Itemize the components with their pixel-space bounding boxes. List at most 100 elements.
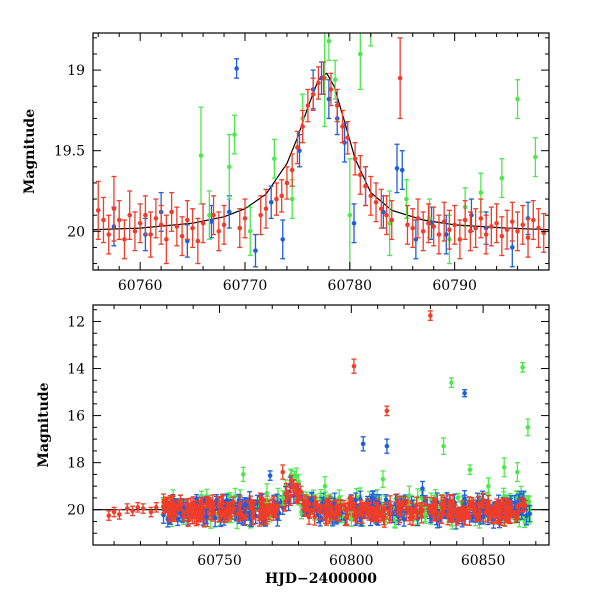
band-point-red — [239, 510, 245, 520]
data-point-red — [415, 198, 421, 239]
data-point-red — [457, 219, 463, 260]
band-point-red — [484, 500, 490, 512]
data-point-blue — [203, 509, 209, 525]
data-point-red — [280, 464, 286, 480]
data-point-blue — [309, 492, 315, 509]
band-point-red — [302, 500, 308, 516]
data-point-red — [179, 216, 185, 257]
y-tick-label: 18 — [67, 456, 85, 472]
data-point-red — [321, 61, 327, 95]
data-point-blue — [243, 497, 249, 513]
data-point-red — [530, 200, 536, 241]
data-point-green — [280, 490, 286, 506]
data-point-red — [237, 208, 243, 249]
data-point-blue — [326, 79, 332, 120]
data-point-blue — [394, 143, 400, 194]
data-point-green — [448, 377, 454, 389]
band-point-red — [404, 499, 410, 515]
data-point-red — [452, 204, 458, 245]
data-point-blue — [234, 58, 240, 79]
data-point-red — [404, 204, 410, 245]
data-point-green — [380, 470, 386, 489]
data-point-red — [520, 497, 526, 513]
band-point-red — [184, 499, 190, 513]
data-point-red — [111, 506, 117, 518]
y-tick-label: 16 — [67, 409, 85, 425]
data-point-red — [368, 175, 374, 216]
data-point-red — [431, 206, 437, 247]
data-point-red — [124, 503, 130, 514]
axes-frame — [92, 32, 550, 271]
x-axis-label: HJD−2400000 — [265, 571, 377, 587]
band-point-red — [337, 499, 343, 511]
data-point-red — [397, 37, 403, 120]
data-point-green — [348, 511, 354, 527]
y-axis-label: Magnitude — [22, 109, 38, 194]
band-point-red — [189, 508, 195, 525]
data-point-blue — [369, 490, 375, 506]
data-point-red — [279, 179, 285, 213]
data-point-red — [352, 141, 358, 176]
plot-area — [93, 33, 549, 270]
data-point-green — [422, 506, 428, 523]
data-point-red — [184, 200, 190, 241]
x-tick-label: 60760 — [118, 278, 163, 294]
data-point-red — [473, 208, 479, 249]
data-point-green — [501, 457, 507, 478]
data-point-green — [271, 138, 277, 179]
data-point-blue — [512, 494, 518, 511]
data-point-green — [467, 464, 473, 476]
data-point-green — [441, 437, 447, 456]
data-point-red — [334, 88, 340, 123]
data-point-red — [200, 203, 206, 244]
data-point-red — [541, 212, 547, 253]
band-point-red — [251, 501, 257, 520]
data-point-red — [420, 211, 426, 252]
data-point-red — [263, 188, 269, 229]
data-point-red — [106, 510, 112, 521]
band-point-red — [318, 503, 324, 514]
data-point-red — [499, 216, 505, 257]
data-point-red — [483, 214, 489, 255]
data-point-green — [368, 33, 374, 47]
data-point-red — [116, 509, 122, 520]
data-point-red — [148, 506, 154, 518]
band-point-red — [414, 496, 420, 514]
band-point-red — [288, 475, 294, 486]
data-point-red — [384, 405, 390, 417]
data-point-red — [137, 203, 143, 244]
data-point-red — [174, 206, 180, 247]
band-point-red — [504, 498, 510, 508]
data-point-red — [195, 217, 201, 265]
data-point-red — [106, 214, 112, 255]
data-point-red — [315, 66, 321, 100]
data-point-red — [378, 188, 384, 229]
data-point-red — [294, 130, 300, 165]
x-tick-label: 60780 — [328, 278, 373, 294]
data-point-blue — [462, 389, 468, 398]
data-point-green — [198, 106, 204, 205]
data-point-red — [480, 492, 486, 509]
data-point-green — [387, 190, 393, 257]
data-point-red — [427, 310, 433, 321]
band-point-red — [222, 507, 228, 523]
band-point-red — [323, 499, 329, 513]
data-point-red — [140, 503, 146, 514]
data-point-red — [142, 195, 148, 236]
data-point-green — [347, 158, 353, 270]
y-tick-label: 20 — [67, 503, 85, 519]
bottom-panel-light-curve-full: 60750 60800 60850 12 14 16 18 20 Magnitude HJD−24… — [36, 304, 550, 587]
data-point-red — [163, 214, 169, 265]
data-point-red — [436, 214, 442, 255]
data-point-red — [345, 121, 351, 155]
band-point-red — [161, 493, 167, 511]
data-point-red — [242, 198, 248, 239]
data-point-green — [532, 137, 538, 178]
band-point-red — [504, 509, 510, 521]
data-point-red — [221, 204, 227, 245]
data-point-blue — [297, 133, 303, 168]
x-tick-label: 60750 — [197, 553, 242, 569]
data-point-red — [95, 180, 101, 241]
band-point-red — [491, 508, 497, 525]
